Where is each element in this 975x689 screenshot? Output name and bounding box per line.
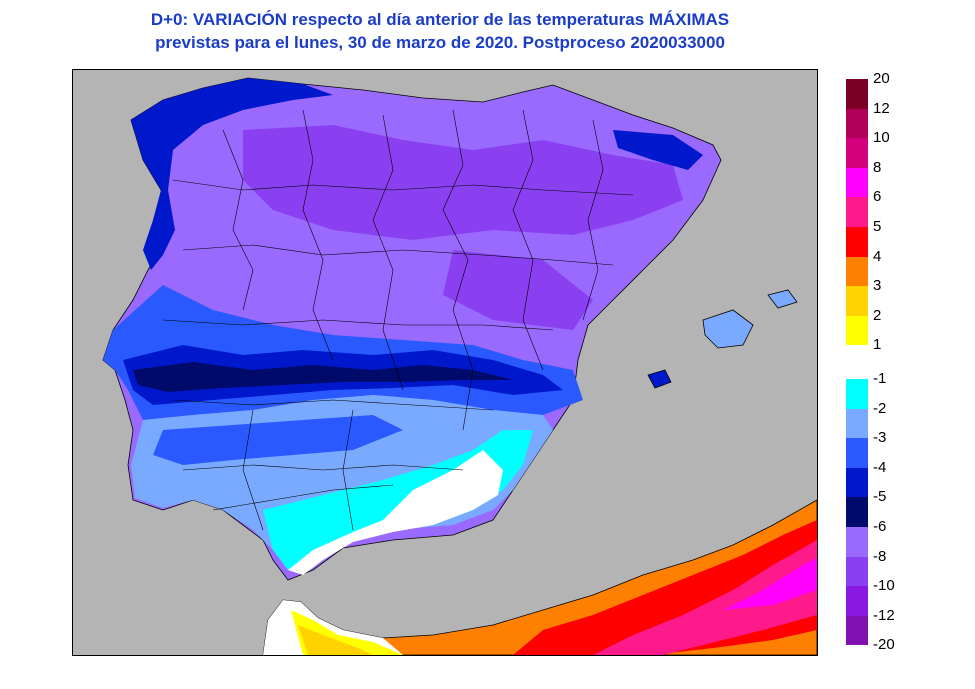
region-white-southeast <box>288 450 503 575</box>
region-africa-magenta <box>723 558 817 610</box>
region-navy-belt <box>133 362 513 392</box>
balearic-menorca <box>767 289 798 309</box>
legend-label-positive-6: 4 <box>873 247 882 265</box>
legend-swatch-negative-6 <box>846 556 868 587</box>
province-borders <box>162 109 634 531</box>
legend-swatch-positive-8 <box>846 315 868 346</box>
region-purple-mid-north <box>243 125 683 240</box>
title-line-1: D+0: VARIACIÓN respecto al día anterior … <box>150 10 730 29</box>
region-blue-south <box>153 415 403 465</box>
legend-label-negative-2: -3 <box>873 429 887 447</box>
legend-swatch-positive-5 <box>846 227 868 257</box>
legend-swatch-positive-7 <box>846 286 868 316</box>
legend-label-positive-4: 6 <box>873 188 882 206</box>
legend-swatch-negative-3 <box>846 467 868 498</box>
title-line-2: previstas para el lunes, 30 de marzo de … <box>155 33 725 52</box>
legend-label-negative-0: -1 <box>873 370 887 387</box>
legend-swatch-negative-2 <box>846 438 868 468</box>
legend-label-negative-8: -12 <box>873 606 895 624</box>
map-svg <box>102 77 817 655</box>
legend-label-positive-8: 2 <box>873 306 882 324</box>
temperature-variation-map <box>72 69 818 656</box>
legend-swatch-positive-2 <box>846 138 868 168</box>
legend-label-positive-3: 8 <box>873 158 882 176</box>
legend-swatch-positive-0 <box>846 79 868 109</box>
legend-label-negative-5: -6 <box>873 518 887 535</box>
legend-swatch-negative-0 <box>846 379 868 409</box>
legend-label-positive-5: 5 <box>873 218 882 235</box>
legend-label-negative-3: -4 <box>873 458 887 476</box>
legend-swatch-negative-7 <box>846 586 868 616</box>
legend-swatch-positive-3 <box>846 167 868 198</box>
legend-label-positive-1: 12 <box>873 99 890 117</box>
region-africa-pink <box>593 540 817 655</box>
legend-swatch-positive-1 <box>846 108 868 139</box>
legend-label-negative-6: -8 <box>873 547 887 565</box>
legend-label-positive-2: 10 <box>873 129 890 147</box>
legend-label-negative-7: -10 <box>873 577 895 595</box>
legend-swatch-negative-1 <box>846 408 868 439</box>
balearic-mallorca <box>702 309 754 349</box>
legend-swatch-negative-5 <box>846 527 868 557</box>
legend-swatch-positive-6 <box>846 256 868 287</box>
legend-label-positive-7: 3 <box>873 277 882 295</box>
map-title: D+0: VARIACIÓN respecto al día anterior … <box>0 8 880 54</box>
legend-label-positive-0: 20 <box>873 70 890 87</box>
region-blue-north-coast <box>131 78 333 270</box>
legend-swatch-negative-8 <box>846 615 868 646</box>
region-africa-amber <box>298 625 373 655</box>
legend-label-negative-4: -5 <box>873 488 887 506</box>
balearic-ibiza <box>647 369 672 389</box>
legend-label-negative-9: -20 <box>873 636 895 654</box>
legend-label-negative-1: -2 <box>873 399 887 417</box>
region-blue-pyrenees <box>613 130 703 170</box>
legend-swatch-positive-4 <box>846 197 868 227</box>
legend-swatch-negative-4 <box>846 497 868 527</box>
region-purple-mid-center <box>443 250 593 330</box>
legend-label-positive-9: 1 <box>873 336 882 354</box>
